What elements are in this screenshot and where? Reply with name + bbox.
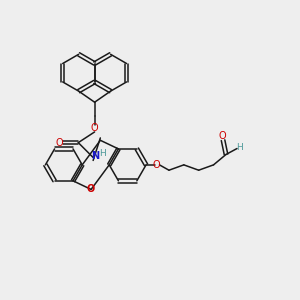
Text: O: O bbox=[219, 131, 226, 141]
Text: H: H bbox=[236, 143, 243, 152]
Text: O: O bbox=[87, 184, 95, 194]
Text: H: H bbox=[99, 149, 105, 158]
Text: O: O bbox=[153, 160, 160, 170]
Text: N: N bbox=[91, 151, 99, 161]
Text: O: O bbox=[91, 123, 98, 133]
Text: O: O bbox=[55, 138, 63, 148]
